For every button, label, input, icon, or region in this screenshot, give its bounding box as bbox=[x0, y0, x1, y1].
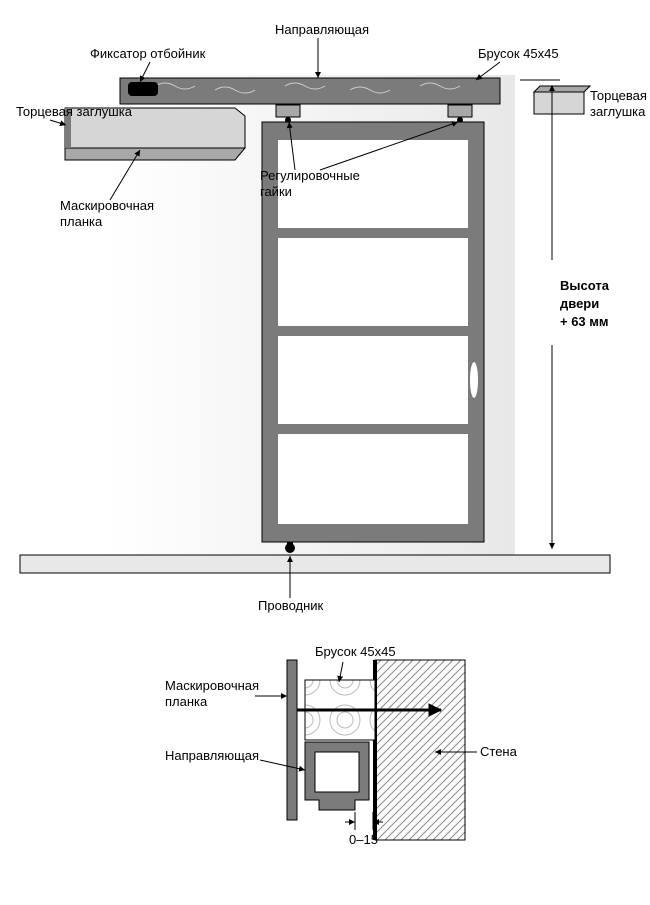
bumper bbox=[128, 82, 158, 96]
svg-text:Брусок 45х45: Брусок 45х45 bbox=[478, 46, 559, 61]
svg-text:0–15: 0–15 bbox=[349, 832, 378, 847]
sec-mask-plank bbox=[287, 660, 297, 820]
callout-bar45: Брусок 45х45 bbox=[478, 46, 559, 61]
bottom-section: 0–15 Брусок 45х45 Маскировочная планка Н… bbox=[165, 644, 518, 847]
floor bbox=[20, 555, 610, 573]
sec-callout-wall: Стена bbox=[480, 744, 518, 759]
svg-text:планка: планка bbox=[165, 694, 208, 709]
height-label-2: двери bbox=[560, 296, 599, 311]
door-leaf bbox=[262, 122, 484, 542]
svg-text:Маскировочная: Маскировочная bbox=[165, 678, 259, 693]
sec-callout-mask2: планка bbox=[165, 694, 208, 709]
svg-text:планка: планка bbox=[60, 214, 103, 229]
callout-mask-2: планка bbox=[60, 214, 103, 229]
diagram-root: Высота двери + 63 мм Направляющая Фиксат… bbox=[0, 0, 650, 905]
sec-callout-guide: Направляющая bbox=[165, 748, 259, 763]
svg-text:гайки: гайки bbox=[260, 184, 292, 199]
top-elevation: Высота двери + 63 мм Направляющая Фиксат… bbox=[16, 22, 647, 613]
svg-text:Брусок 45х45: Брусок 45х45 bbox=[315, 644, 396, 659]
sec-gap-label: 0–15 bbox=[349, 832, 378, 847]
callout-endcap-r2: заглушка bbox=[590, 104, 646, 119]
svg-text:Проводник: Проводник bbox=[258, 598, 324, 613]
height-label-1: Высота bbox=[560, 278, 610, 293]
svg-text:Торцевая: Торцевая bbox=[590, 88, 647, 103]
callout-conductor: Проводник bbox=[258, 598, 324, 613]
callout-endcap-l1: Торцевая заглушка bbox=[16, 104, 133, 119]
svg-text:Направляющая: Направляющая bbox=[275, 22, 369, 37]
svg-text:+ 63 мм: + 63 мм bbox=[560, 314, 609, 329]
svg-text:заглушка: заглушка bbox=[590, 104, 646, 119]
height-dimension bbox=[520, 80, 560, 555]
svg-text:Маскировочная: Маскировочная bbox=[60, 198, 154, 213]
callout-mask-1: Маскировочная bbox=[60, 198, 154, 213]
svg-text:Фиксатор отбойник: Фиксатор отбойник bbox=[90, 46, 206, 61]
callout-adjnuts-1: Регулировочные bbox=[260, 168, 360, 183]
door-handle bbox=[470, 362, 478, 398]
callout-adjnuts-2: гайки bbox=[260, 184, 292, 199]
end-cap-right bbox=[534, 86, 590, 114]
svg-text:Стена: Стена bbox=[480, 744, 518, 759]
sec-callout-mask1: Маскировочная bbox=[165, 678, 259, 693]
svg-text:Направляющая: Направляющая bbox=[165, 748, 259, 763]
svg-text:Регулировочные: Регулировочные bbox=[260, 168, 360, 183]
callout-endcap-r1: Торцевая bbox=[590, 88, 647, 103]
sec-wall bbox=[375, 660, 465, 840]
svg-text:двери: двери bbox=[560, 296, 599, 311]
svg-text:Высота: Высота bbox=[560, 278, 610, 293]
sec-callout-bar45: Брусок 45х45 bbox=[315, 644, 396, 659]
sec-guide-rail bbox=[305, 742, 369, 810]
height-label-3: + 63 мм bbox=[560, 314, 609, 329]
callout-bumper: Фиксатор отбойник bbox=[90, 46, 206, 61]
track-fascia bbox=[120, 78, 500, 104]
svg-text:Торцевая заглушка: Торцевая заглушка bbox=[16, 104, 133, 119]
callout-guide-rail: Направляющая bbox=[275, 22, 369, 37]
